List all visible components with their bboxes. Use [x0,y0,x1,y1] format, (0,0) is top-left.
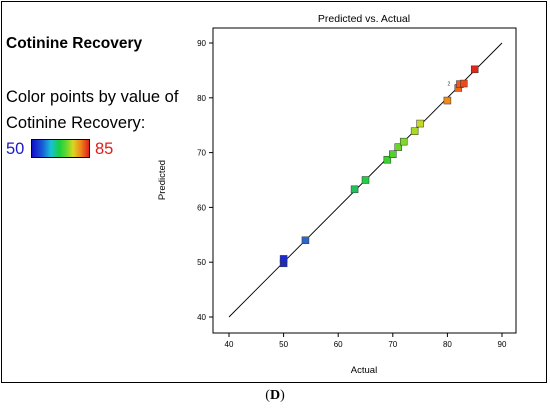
x-tick-label: 50 [279,340,288,349]
x-tick-label: 70 [388,340,397,349]
y-tick-label: 50 [197,258,206,267]
data-point [389,150,397,158]
annotations-layer: 2 [447,82,450,88]
figure-frame [1,1,547,383]
plot-area-border [212,27,517,334]
chart-title: Predicted vs. Actual [318,13,410,25]
data-point [416,119,424,128]
x-axis-label: Actual [351,365,377,376]
point-count-annotation: 2 [447,82,450,88]
data-point [470,65,479,74]
y-axis-ticks: 40 50 60 70 80 90 [197,39,213,322]
x-tick-label: 60 [334,340,343,349]
legend-caption-line2: Cotinine Recovery: [6,114,146,132]
y-tick-label: 80 [197,94,206,103]
x-tick-label: 90 [498,340,507,349]
data-point [361,176,370,184]
x-axis-ticks: 40 50 60 70 80 90 [225,333,507,349]
panel-label: (D) [0,388,550,404]
panel-label-open: ( [265,388,270,403]
data-point [301,236,310,245]
data-point [399,137,408,146]
data-point [383,155,392,164]
y-tick-label: 90 [197,39,206,48]
color-gradient-bar [31,139,90,158]
y-tick-label: 70 [197,149,206,158]
data-point [443,96,452,105]
data-point [394,143,403,151]
legend-caption-line1: Color points by value of [6,88,179,106]
y-tick-label: 60 [197,203,206,212]
legend-min-label: 50 [6,140,25,158]
data-point [350,185,359,194]
x-tick-label: 40 [225,340,234,349]
data-point [279,255,288,263]
y-axis-label: Predicted [157,160,168,200]
panel-title: Cotinine Recovery [6,35,143,52]
panel-label-close: ) [280,388,285,403]
data-point [410,127,419,135]
data-point [460,79,468,88]
x-tick-label: 80 [443,340,452,349]
y-tick-label: 40 [197,313,206,322]
panel-label-letter: D [269,388,281,403]
points-layer [279,65,479,268]
legend-max-label: 85 [95,140,114,158]
